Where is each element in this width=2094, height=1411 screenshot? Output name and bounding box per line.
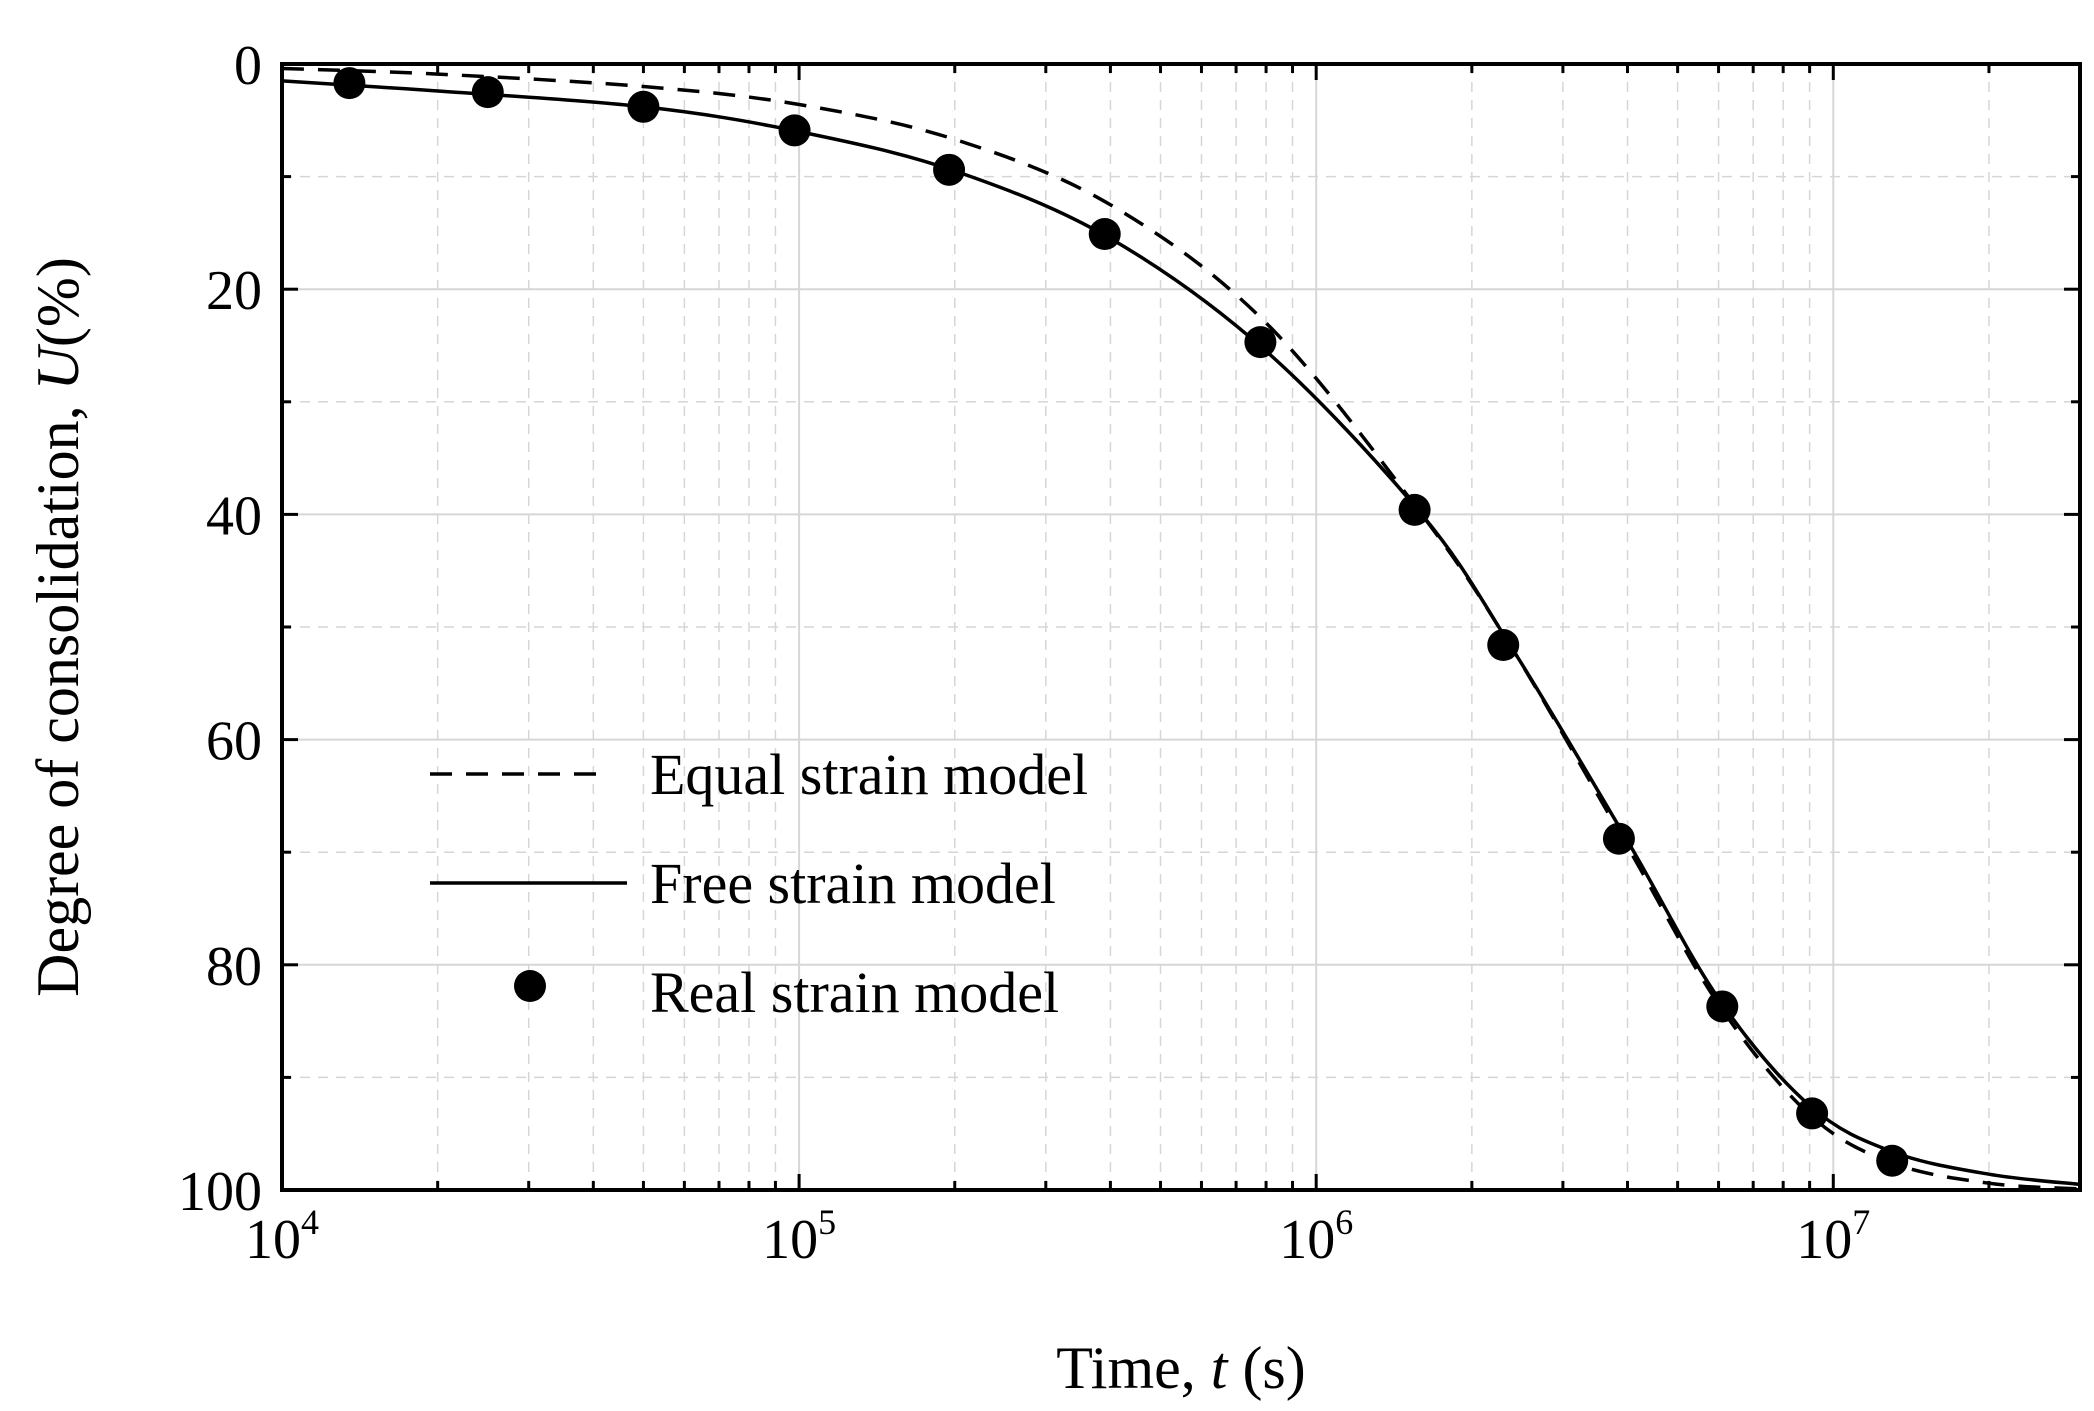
y-tick-label: 40 <box>206 485 262 547</box>
y-tick-label: 60 <box>206 711 262 773</box>
legend-label-free-strain: Free strain model <box>650 851 1056 916</box>
x-tick-label: 107 <box>1796 1202 1870 1271</box>
y-tick-label: 80 <box>206 936 262 998</box>
legend-swatch-real-strain <box>514 970 546 1002</box>
x-tick-base: 10 <box>1279 1209 1335 1271</box>
real-strain-point <box>1796 1097 1829 1130</box>
real-strain-point <box>333 67 366 100</box>
grid-lines <box>281 63 2081 1191</box>
real-strain-point <box>778 114 811 147</box>
real-strain-point <box>1706 990 1739 1023</box>
real-strain-point <box>1876 1144 1909 1177</box>
x-axis-title: Time, t (s) <box>1056 1335 1306 1401</box>
series-layer <box>282 66 2080 1190</box>
x-tick-label: 106 <box>1279 1202 1353 1271</box>
y-tick-label: 20 <box>206 260 262 322</box>
x-tick-exponent: 4 <box>301 1202 319 1242</box>
real-strain-point <box>1398 493 1431 526</box>
real-strain-point <box>1487 629 1520 662</box>
y-tick-label: 100 <box>178 1161 262 1223</box>
real-strain-point <box>933 153 966 186</box>
equal-strain-line <box>282 66 2080 1190</box>
real-strain-point <box>1602 822 1635 855</box>
real-strain-point <box>1244 326 1277 359</box>
x-tick-label: 105 <box>762 1202 836 1271</box>
real-strain-point <box>471 76 504 109</box>
x-tick-base: 10 <box>1796 1209 1852 1271</box>
legend-label-equal-strain: Equal strain model <box>650 742 1088 807</box>
real-strain-point <box>1088 218 1121 251</box>
x-tick-base: 10 <box>762 1209 818 1271</box>
y-axis-title: Degree of consolidation, U(%) <box>25 257 91 997</box>
x-tick-exponent: 5 <box>818 1202 836 1242</box>
x-tick-base: 10 <box>245 1209 301 1271</box>
legend-label-real-strain: Real strain model <box>650 960 1059 1025</box>
legend: Equal strain model Free strain model Rea… <box>430 742 1088 1025</box>
x-tick-exponent: 7 <box>1852 1202 1870 1242</box>
x-tick-label: 104 <box>245 1202 319 1271</box>
y-tick-label: 0 <box>234 35 262 97</box>
real-strain-point <box>627 90 660 123</box>
axis-ticks <box>280 62 2082 1192</box>
x-tick-exponent: 6 <box>1335 1202 1353 1242</box>
